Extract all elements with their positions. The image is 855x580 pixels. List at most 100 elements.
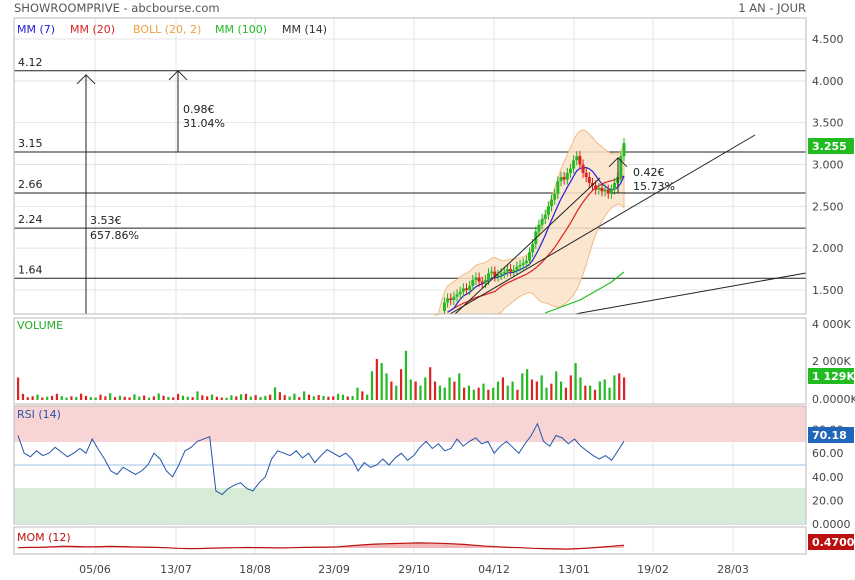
legend-mm14: MM (14): [282, 23, 327, 36]
candle-body: [597, 187, 601, 190]
candle-body: [531, 243, 535, 253]
volume-bar: [598, 381, 601, 400]
x-axis-labels: 05/06 13/07 18/08 23/09 29/10 04/12 13/01 19/02…: [79, 563, 749, 576]
support-resistance-levels: [14, 70, 806, 279]
volume-bar: [21, 393, 25, 400]
annotation-percent: 657.86%: [90, 229, 139, 242]
volume-bar: [366, 394, 369, 400]
candle-body: [493, 271, 497, 277]
y-tick-label: 3.000: [812, 159, 844, 172]
volume-bar: [84, 395, 88, 400]
volume-bar: [380, 363, 383, 400]
price-badge-label: 3.255: [812, 140, 847, 153]
trend-line: [574, 272, 807, 315]
x-tick-label: 04/12: [478, 563, 510, 576]
level-label: 2.66: [18, 178, 43, 191]
volume-bar: [288, 396, 291, 400]
volume-bar: [419, 385, 422, 400]
candle-body: [568, 168, 572, 173]
volume-bar: [133, 394, 136, 400]
volume-bar: [511, 381, 514, 400]
candle-body: [553, 193, 557, 200]
level-label: 4.12: [18, 56, 43, 69]
volume-bar: [147, 397, 151, 400]
volume-bar: [215, 396, 218, 400]
trend-line: [449, 134, 756, 315]
measure-arrows: [76, 70, 628, 314]
y-tick-label: 4.500: [812, 33, 844, 46]
candle-body: [474, 277, 478, 280]
annotation-labels: 0.98€ 31.04% 3.53€ 657.86% 0.42€ 15.73%: [90, 103, 675, 242]
candle-body: [446, 298, 450, 303]
volume-bar: [404, 350, 408, 400]
candle-body: [546, 206, 550, 215]
volume-bar: [370, 371, 374, 400]
candle-body: [603, 189, 607, 192]
candle-body: [487, 273, 491, 280]
volume-bar: [516, 389, 519, 400]
volume-bar: [191, 397, 194, 400]
candle-body: [496, 274, 500, 277]
volume-bar: [414, 381, 417, 400]
annotation-percent: 15.73%: [633, 180, 675, 193]
volume-bar: [206, 396, 209, 400]
volume-bar: [123, 396, 126, 400]
volume-bar: [109, 393, 112, 400]
x-tick-label: 05/06: [79, 563, 111, 576]
volume-bar: [75, 396, 78, 400]
level-label: 1.64: [18, 263, 43, 276]
candle-body: [600, 187, 604, 192]
x-tick-label: 18/08: [239, 563, 271, 576]
candle-body: [528, 252, 531, 261]
legend-mm7: MM (7): [17, 23, 55, 36]
volume-bar: [593, 389, 597, 400]
volume-bar: [167, 396, 170, 400]
volume-bar: [36, 394, 39, 400]
volume-bar: [496, 381, 500, 400]
x-tick-label: 28/03: [717, 563, 749, 576]
volume-bar: [26, 397, 29, 400]
chart-period[interactable]: 1 AN - JOUR: [738, 1, 806, 15]
volume-bar: [210, 394, 214, 400]
y-tick-label: 2.500: [812, 200, 844, 213]
annotation-amount: 0.42€: [633, 166, 665, 179]
x-tick-label: 19/02: [637, 563, 669, 576]
x-tick-label: 13/07: [160, 563, 192, 576]
y-tick-label: 0.0000: [812, 518, 851, 531]
y-tick-label: 20.00: [812, 494, 844, 507]
volume-bar: [545, 387, 548, 400]
rsi-panel: RSI (14): [14, 406, 806, 523]
candle-body: [537, 224, 541, 232]
candle-body: [483, 279, 487, 284]
volume-bar: [550, 383, 553, 400]
level-labels: 4.12 3.15 2.66 2.24 1.64: [18, 56, 43, 276]
volume-bar: [390, 381, 393, 400]
candle-body: [515, 266, 519, 270]
volume-bar: [244, 393, 248, 400]
volume-bar: [303, 391, 306, 400]
last-value-badges: 3.255 1 129K 70.18 0.4700: [808, 138, 855, 550]
price-legend: MM (7) MM (20) BOLL (20, 2) MM (100) MM …: [17, 23, 327, 36]
volume-bar: [31, 396, 34, 400]
candle-body: [578, 156, 582, 165]
candle-body: [455, 294, 459, 297]
candle-body: [606, 189, 610, 194]
volume-bar: [327, 396, 330, 400]
volume-bar: [492, 387, 495, 400]
candle-body: [591, 182, 594, 186]
volume-bars: [17, 350, 626, 400]
candle-body: [509, 269, 513, 272]
candle-body: [587, 177, 591, 183]
volume-bar: [555, 371, 558, 400]
volume-bar: [41, 397, 44, 400]
arrow-head: [608, 157, 628, 168]
volume-bar: [540, 375, 543, 400]
volume-bar: [409, 379, 412, 400]
volume-bar: [240, 394, 243, 400]
volume-bar: [356, 387, 359, 400]
volume-bar: [574, 363, 577, 400]
candle-body: [524, 260, 528, 264]
candle-body: [575, 156, 579, 161]
volume-bar: [94, 397, 97, 400]
volume-title: VOLUME: [17, 319, 63, 332]
